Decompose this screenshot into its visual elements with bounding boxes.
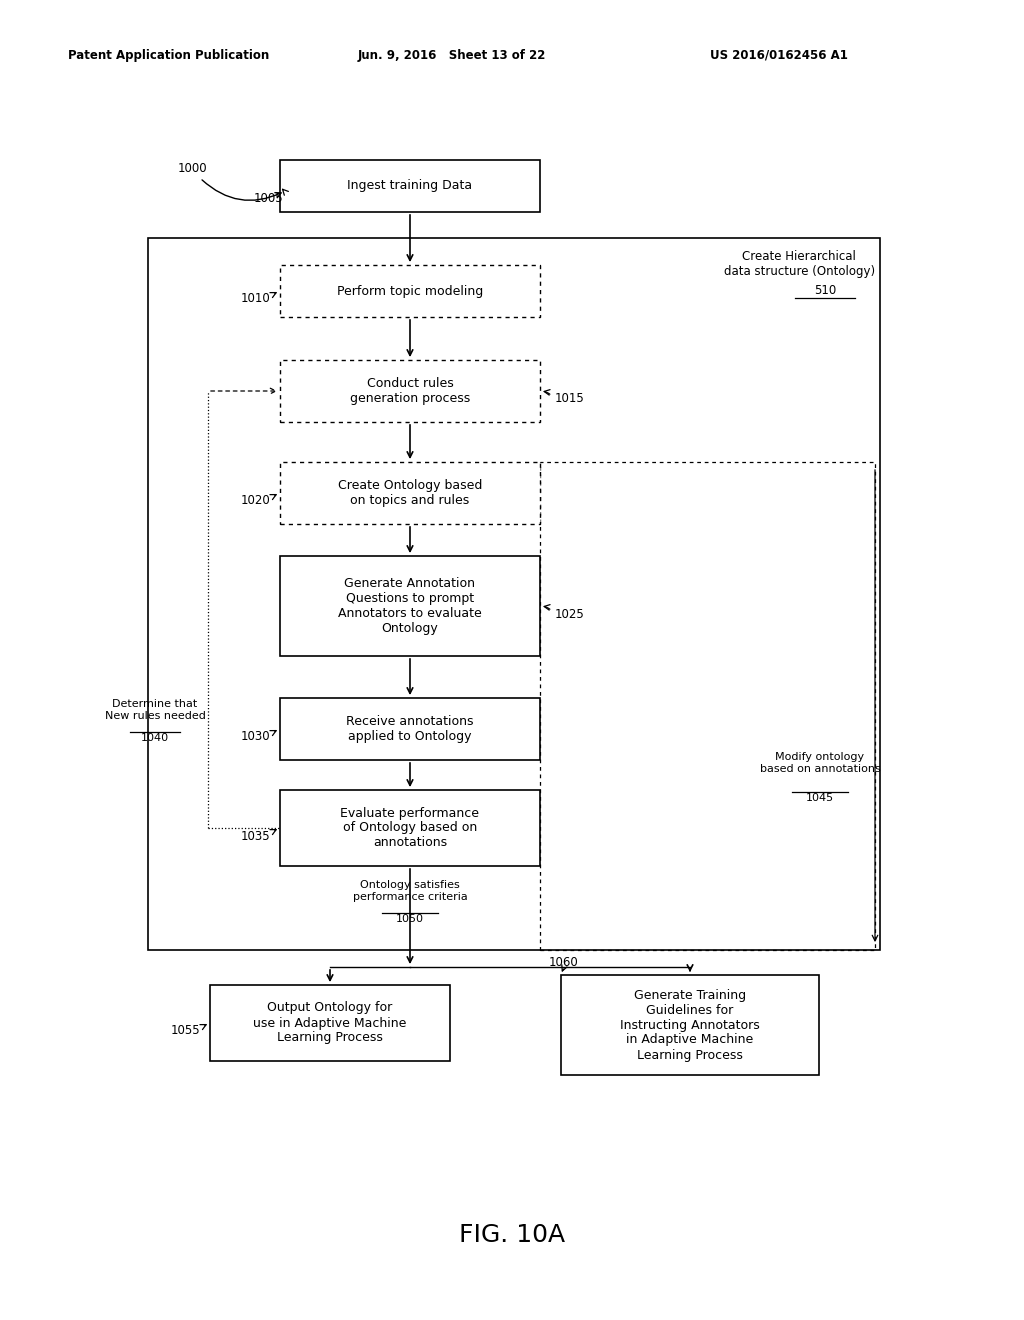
Text: 1055: 1055 [170,1024,200,1038]
Bar [280,698,540,760]
Text: 1010: 1010 [241,293,270,305]
Text: Ingest training Data: Ingest training Data [347,180,472,193]
Text: FIG. 10A: FIG. 10A [459,1224,565,1247]
Text: Conduct rules
generation process: Conduct rules generation process [350,378,470,405]
Text: Modify ontology
based on annotations: Modify ontology based on annotations [760,752,881,774]
Text: Ontology satisfies
performance criteria: Ontology satisfies performance criteria [352,880,467,902]
Text: Receive annotations
applied to Ontology: Receive annotations applied to Ontology [346,715,474,743]
Bar [561,975,819,1074]
Bar [280,556,540,656]
Text: 1025: 1025 [555,607,585,620]
Bar [280,462,540,524]
Text: 1060: 1060 [549,957,579,969]
Text: 1020: 1020 [241,495,270,507]
Text: Determine that
New rules needed: Determine that New rules needed [104,700,206,721]
Text: Create Ontology based
on topics and rules: Create Ontology based on topics and rule… [338,479,482,507]
Text: Jun. 9, 2016   Sheet 13 of 22: Jun. 9, 2016 Sheet 13 of 22 [358,49,547,62]
Text: 1040: 1040 [141,733,169,743]
Text: Patent Application Publication: Patent Application Publication [68,49,269,62]
Bar [148,238,880,950]
Text: 1000: 1000 [178,161,208,174]
Bar [280,789,540,866]
Text: 1030: 1030 [241,730,270,743]
Text: 1050: 1050 [396,913,424,924]
Bar [210,985,450,1061]
Text: Output Ontology for
use in Adaptive Machine
Learning Process: Output Ontology for use in Adaptive Mach… [253,1002,407,1044]
Text: 1015: 1015 [555,392,585,405]
Text: 510: 510 [814,284,837,297]
Bar [280,160,540,213]
Text: 1045: 1045 [806,793,835,803]
Text: US 2016/0162456 A1: US 2016/0162456 A1 [710,49,848,62]
Bar [280,360,540,422]
Text: Generate Annotation
Questions to prompt
Annotators to evaluate
Ontology: Generate Annotation Questions to prompt … [338,577,482,635]
Text: Perform topic modeling: Perform topic modeling [337,285,483,297]
Text: Generate Training
Guidelines for
Instructing Annotators
in Adaptive Machine
Lear: Generate Training Guidelines for Instruc… [621,989,760,1061]
Bar [280,265,540,317]
Text: Create Hierarchical
data structure (Ontology): Create Hierarchical data structure (Onto… [724,249,874,279]
Text: 1005: 1005 [253,191,283,205]
Bar [540,462,874,950]
Text: 1035: 1035 [241,829,270,842]
Text: Evaluate performance
of Ontology based on
annotations: Evaluate performance of Ontology based o… [341,807,479,850]
